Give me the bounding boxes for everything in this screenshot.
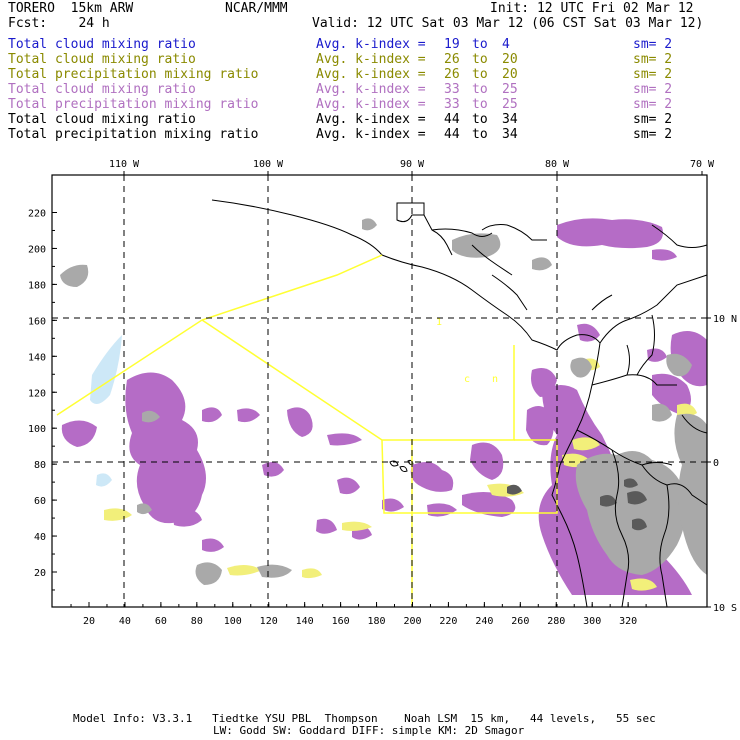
map-frame: [51, 174, 708, 608]
cloud-field: [60, 218, 707, 595]
x-tick-label: 120: [260, 616, 278, 627]
lon-label: 90 W: [400, 159, 425, 170]
legend-sm: sm= 2: [633, 112, 673, 127]
x-tick-label: 200: [403, 616, 421, 627]
legend-k-to: 25: [502, 97, 518, 112]
y-tick-label: 120: [28, 388, 46, 399]
lon-label: 110 W: [109, 159, 140, 170]
forecast-hour: Fcst: 24 h: [8, 16, 110, 31]
y-tick-label: 180: [28, 280, 46, 291]
legend-k-to: 20: [502, 52, 518, 67]
legend-kindex-label: Avg. k-index =: [316, 82, 426, 97]
model-info: Model Info: V3.3.1 Tiedtke YSU PBL Thomp…: [73, 712, 656, 725]
legend-k-from: 19: [444, 37, 460, 52]
coastline: [211, 199, 708, 608]
lat-lon-grid: [52, 175, 707, 607]
legend-sm: sm= 2: [633, 97, 673, 112]
lat-label: 0: [713, 458, 719, 469]
legend-sm: sm= 2: [633, 127, 673, 142]
lon-label: 70 W: [690, 159, 715, 170]
legend-field: Total cloud mixing ratio: [8, 82, 196, 97]
map-panel: 1 c n 20 40 60 80 100 120 140 160 180 200 220 240 26…: [28, 159, 737, 627]
x-tick-label: 160: [332, 616, 350, 627]
x-tick-label: 240: [475, 616, 493, 627]
lat-label: 10 S: [713, 603, 737, 614]
model-name: TORERO 15km ARW: [8, 1, 134, 16]
x-tick-label: 60: [155, 616, 167, 627]
cloud-gray: [60, 218, 707, 585]
legend-k-to: 34: [502, 127, 518, 142]
x-tick-label: 320: [619, 616, 637, 627]
lon-label: 80 W: [545, 159, 570, 170]
legend-to-label: to: [472, 52, 488, 67]
legend-kindex-label: Avg. k-index =: [316, 127, 426, 142]
x-tick-label: 40: [119, 616, 131, 627]
legend-k-from: 26: [444, 67, 460, 82]
x-tick-label: 140: [296, 616, 314, 627]
y-tick-label: 60: [34, 496, 46, 507]
legend-k-to: 25: [502, 82, 518, 97]
cloud-darkgray: [507, 478, 647, 531]
legend-k-from: 33: [444, 82, 460, 97]
legend-sm: sm= 2: [633, 52, 673, 67]
legend-sm: sm= 2: [633, 82, 673, 97]
legend-to-label: to: [472, 97, 488, 112]
legend-k-from: 26: [444, 52, 460, 67]
map-ticks: 20 40 60 80 100 120 140 160 180 200 220 240 260 280 30…: [28, 159, 737, 627]
flight-track-marker: 1: [436, 317, 442, 328]
x-tick-label: 20: [83, 616, 95, 627]
legend-to-label: to: [472, 37, 488, 52]
weather-map: 1 c n 20 40 60 80 100 120 140 160 180 200 220 240 26…: [28, 159, 737, 627]
x-tick-label: 180: [368, 616, 386, 627]
legend-to-label: to: [472, 67, 488, 82]
legend-k-from: 33: [444, 97, 460, 112]
lat-label: 10 N: [713, 314, 737, 325]
legend-to-label: to: [472, 127, 488, 142]
legend-field: Total precipitation mixing ratio: [8, 67, 259, 82]
x-tick-label: 300: [583, 616, 601, 627]
flight-track-marker: c: [464, 374, 470, 385]
legend-kindex-label: Avg. k-index =: [316, 97, 426, 112]
legend-to-label: to: [472, 82, 488, 97]
x-tick-label: 260: [511, 616, 529, 627]
y-tick-label: 160: [28, 316, 46, 327]
init-time: Init: 12 UTC Fri 02 Mar 12: [490, 1, 694, 16]
legend-field: Total cloud mixing ratio: [8, 37, 196, 52]
x-tick-label: 100: [224, 616, 242, 627]
y-tick-label: 40: [34, 532, 46, 543]
y-tick-label: 200: [28, 244, 46, 255]
y-tick-label: 100: [28, 424, 46, 435]
legend-k-to: 34: [502, 112, 518, 127]
x-tick-label: 280: [547, 616, 565, 627]
cloud-light-blue: [90, 335, 122, 487]
flight-track-marker: n: [492, 374, 498, 385]
legend-k-to: 4: [502, 37, 510, 52]
legend-sm: sm= 2: [633, 37, 673, 52]
flight-track: [56, 254, 558, 607]
legend-kindex-label: Avg. k-index =: [316, 52, 426, 67]
legend-sm: sm= 2: [633, 67, 673, 82]
legend-k-from: 44: [444, 127, 460, 142]
physics-info: LW: Godd SW: Goddard DIFF: simple KM: 2D…: [213, 724, 525, 737]
organization: NCAR/MMM: [225, 1, 288, 16]
legend-field: Total cloud mixing ratio: [8, 112, 196, 127]
x-tick-label: 220: [439, 616, 457, 627]
x-tick-label: 80: [191, 616, 203, 627]
y-tick-label: 220: [28, 209, 46, 220]
legend-field: Total cloud mixing ratio: [8, 52, 196, 67]
y-tick-label: 20: [34, 568, 46, 579]
legend-kindex-label: Avg. k-index =: [316, 67, 426, 82]
legend-field: Total precipitation mixing ratio: [8, 127, 259, 142]
lon-label: 100 W: [253, 159, 284, 170]
legend-k-to: 20: [502, 67, 518, 82]
y-tick-label: 80: [34, 460, 46, 471]
legend-kindex-label: Avg. k-index =: [316, 37, 426, 52]
y-tick-label: 140: [28, 352, 46, 363]
legend-field: Total precipitation mixing ratio: [8, 97, 259, 112]
valid-time: Valid: 12 UTC Sat 03 Mar 12 (06 CST Sat …: [312, 16, 704, 31]
legend-kindex-label: Avg. k-index =: [316, 112, 426, 127]
legend-to-label: to: [472, 112, 488, 127]
legend-k-from: 44: [444, 112, 460, 127]
